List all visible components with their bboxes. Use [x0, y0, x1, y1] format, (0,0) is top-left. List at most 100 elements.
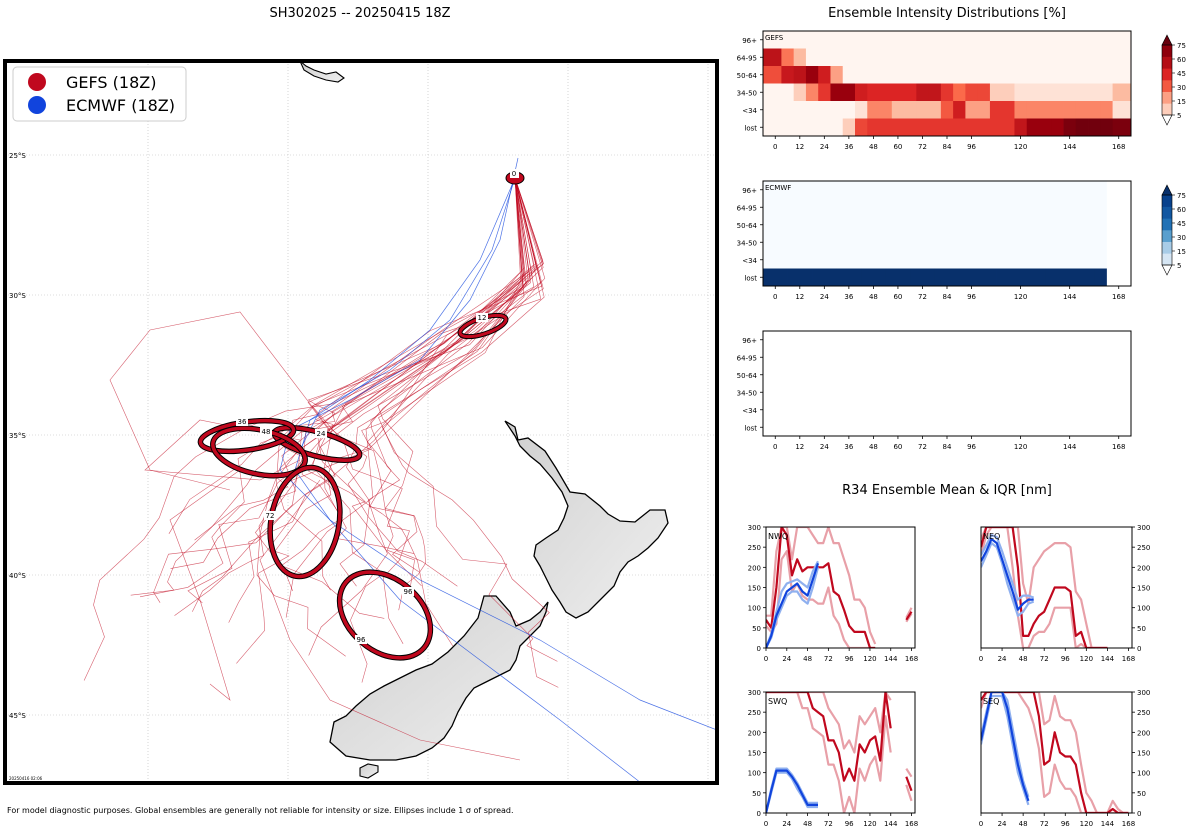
heatmap-x-label: 24 [820, 143, 829, 151]
heatmap-cell [842, 66, 856, 84]
heatmap-cell [910, 216, 936, 234]
r34-y-label: 200 [748, 729, 761, 737]
gefs-track [153, 177, 546, 603]
colorbar-tick-label: 5 [1177, 112, 1181, 120]
heatmap-cell [836, 198, 862, 217]
gefs-q25-line [766, 692, 913, 813]
land-masses [299, 61, 669, 779]
ecmwf-track [299, 177, 516, 451]
heatmap-cell [1075, 31, 1089, 49]
heatmap-cell [763, 181, 788, 199]
heatmap-cell [1100, 31, 1113, 49]
heatmap-cell [763, 251, 788, 269]
ellipse-label-36: 36 [238, 418, 247, 426]
heatmap-cell [781, 118, 795, 137]
heatmap-cell [1051, 66, 1064, 84]
heatmap-cell [1088, 83, 1101, 102]
heatmap-cell [934, 251, 960, 269]
heatmap-row-label: <34 [742, 107, 757, 115]
heatmap-cell [830, 118, 844, 137]
colorbar-top-cap [1161, 34, 1173, 46]
heatmap-cell [1075, 83, 1089, 102]
heatmap-cell [805, 66, 819, 84]
heatmap-cell [934, 268, 960, 287]
latitude-labels: 25°S 30°S 35°S 40°S 45°S [9, 152, 26, 720]
gefs-q25-line [981, 692, 1129, 813]
gefs-colorbar: 75 60 45 30 15 5 [1161, 34, 1186, 126]
ellipse-label-96b: 96 [357, 636, 366, 644]
heatmap-cell [1026, 48, 1040, 67]
gefs-track [367, 177, 541, 611]
empty-intensity-panel: 96+ 64-95 50-64 34-50 <34 lost 0 12 24 36 48 60 72 84… [737, 330, 1132, 451]
heatmap-cell [1063, 101, 1077, 119]
heatmap-cell [959, 216, 997, 234]
heatmap-cell [805, 31, 819, 49]
heatmap-cell [904, 48, 917, 67]
heatmap-cell [989, 31, 1003, 49]
heatmap-row-label: 64-95 [737, 204, 757, 212]
heatmap-cell [861, 198, 887, 217]
heatmap-cell [1002, 48, 1015, 67]
heatmap-cell [916, 31, 929, 49]
lat-label: 35°S [9, 432, 26, 440]
heatmap-cell [818, 31, 831, 49]
colorbar-bottom-cap [1161, 264, 1173, 276]
heatmap-x-label: 12 [795, 143, 804, 151]
heatmap-x-label: 144 [1063, 143, 1077, 151]
heatmap-cell [953, 83, 966, 102]
heatmap-cell [928, 101, 942, 119]
heatmap-cell [763, 233, 788, 252]
heatmap-cell [928, 118, 942, 137]
heatmap-cell [910, 198, 936, 217]
heatmap-x-label: 60 [893, 443, 902, 451]
heatmap-cell [787, 216, 813, 234]
heatmap-cell [836, 181, 862, 199]
heatmap-cell [1112, 31, 1132, 49]
heatmap-cell [855, 48, 868, 67]
heatmap-x-label: 36 [844, 293, 853, 301]
heatmap-cell [965, 101, 979, 119]
heatmap-cell [1094, 198, 1107, 217]
heatmap-cell [1075, 66, 1089, 84]
r34-y-label: 0 [1137, 645, 1141, 653]
heatmap-cell [1039, 118, 1052, 137]
r34-y-label: 100 [1137, 605, 1150, 613]
r34-y-label: 50 [1137, 790, 1146, 798]
heatmap-row-label: 96+ [742, 37, 757, 45]
heatmap-cell [793, 48, 807, 67]
heatmap-row-label: 34-50 [737, 239, 757, 247]
heatmap-cell [1014, 83, 1028, 102]
r34-x-label: 96 [1061, 655, 1070, 663]
r34-x-label: 168 [905, 655, 918, 663]
r34-plot-area [981, 527, 1129, 648]
heatmap-cell [855, 101, 868, 119]
colorbar-segment [1162, 241, 1172, 254]
colorbar-tick-label: 15 [1177, 248, 1186, 256]
colorbar-tick-label: 75 [1177, 42, 1186, 50]
gefs-track [83, 177, 544, 681]
gefs-q75-line [981, 692, 1129, 813]
heatmap-cell [953, 31, 966, 49]
heatmap-model-label: GEFS [765, 34, 784, 42]
r34-x-label: 120 [863, 820, 876, 828]
colorbar-tick-label: 45 [1177, 70, 1186, 78]
heatmap-cell [830, 83, 844, 102]
gefs-track [315, 177, 530, 554]
legend-ecmwf-label: ECMWF (18Z) [66, 96, 175, 115]
heatmap-cell [879, 101, 893, 119]
r34-quadrant-label: SWQ [768, 697, 787, 706]
heatmap-cell [861, 233, 887, 252]
heatmap-cell [1063, 31, 1077, 49]
heatmap-model-label: ECMWF [765, 184, 791, 192]
r34-x-label: 0 [764, 655, 768, 663]
north-island [504, 420, 669, 619]
heatmap-cell [812, 233, 837, 252]
heatmap-cell [891, 101, 905, 119]
heatmap-cell [1045, 216, 1095, 234]
heatmap-cell [763, 66, 782, 84]
heatmap-cell [953, 118, 966, 137]
heatmap-cell [891, 31, 905, 49]
colorbar-tick-label: 45 [1177, 220, 1186, 228]
r34-x-label: 120 [1080, 820, 1093, 828]
